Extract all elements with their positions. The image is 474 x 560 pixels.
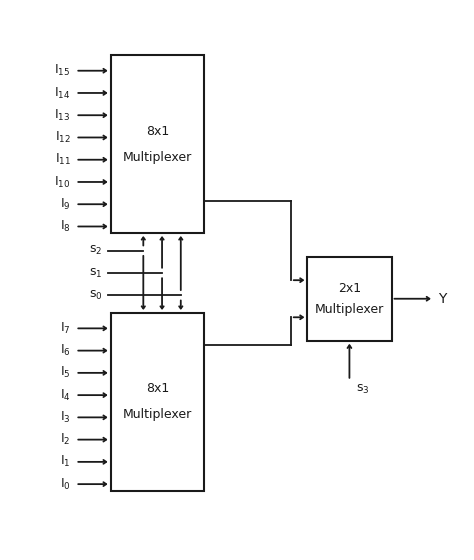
Text: 8x1: 8x1 <box>146 382 169 395</box>
Text: 8x1: 8x1 <box>146 124 169 138</box>
Text: s$_{1}$: s$_{1}$ <box>89 267 102 279</box>
Bar <box>110 313 204 491</box>
Text: I$_{15}$: I$_{15}$ <box>55 63 71 78</box>
Text: s$_{3}$: s$_{3}$ <box>356 383 370 396</box>
Text: Y: Y <box>438 292 447 306</box>
Text: I$_{8}$: I$_{8}$ <box>60 219 71 234</box>
Text: I$_{4}$: I$_{4}$ <box>60 388 71 403</box>
Text: I$_{3}$: I$_{3}$ <box>60 410 71 425</box>
Text: I$_{12}$: I$_{12}$ <box>55 130 71 145</box>
Text: I$_{2}$: I$_{2}$ <box>60 432 71 447</box>
Text: s$_{2}$: s$_{2}$ <box>89 244 102 257</box>
Bar <box>110 55 204 233</box>
Text: Multiplexer: Multiplexer <box>123 151 192 164</box>
Text: I$_{5}$: I$_{5}$ <box>60 365 71 380</box>
Text: I$_{11}$: I$_{11}$ <box>55 152 71 167</box>
Text: s$_{0}$: s$_{0}$ <box>89 289 102 302</box>
Text: Multiplexer: Multiplexer <box>315 302 384 315</box>
Text: 2x1: 2x1 <box>338 282 361 295</box>
Text: I$_{6}$: I$_{6}$ <box>60 343 71 358</box>
Text: I$_{14}$: I$_{14}$ <box>55 86 71 101</box>
Text: Multiplexer: Multiplexer <box>123 408 192 422</box>
Text: I$_{0}$: I$_{0}$ <box>60 477 71 492</box>
Text: I$_{13}$: I$_{13}$ <box>55 108 71 123</box>
Text: I$_{7}$: I$_{7}$ <box>60 321 71 336</box>
Text: I$_{1}$: I$_{1}$ <box>60 454 71 469</box>
Text: I$_{9}$: I$_{9}$ <box>60 197 71 212</box>
Bar <box>307 256 392 341</box>
Text: I$_{10}$: I$_{10}$ <box>55 174 71 189</box>
